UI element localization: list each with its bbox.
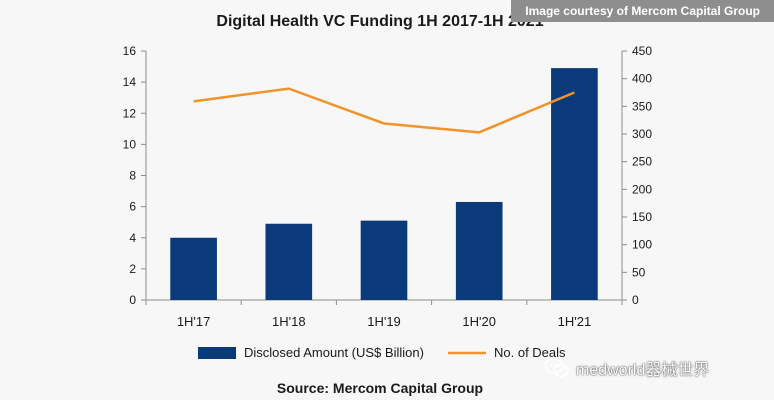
wechat-icon [544,358,569,378]
y-left-tick-label: 6 [129,200,136,214]
legend: Disclosed Amount (US$ Billion) No. of De… [198,345,566,360]
x-tick-label: 1H'20 [462,314,496,329]
legend-label-line: No. of Deals [494,345,566,360]
image-courtesy-banner: Image courtesy of Mercom Capital Group [511,0,774,22]
deals-line [193,87,575,134]
y-right-tick-label: 400 [632,72,652,86]
legend-swatch-bar [198,347,236,359]
y-left-tick-label: 2 [129,262,136,276]
y-left-tick-label: 16 [123,44,137,58]
y-right-tick-label: 100 [632,238,652,252]
bar [455,201,503,300]
y-right-tick-label: 300 [632,127,652,141]
source-note: Source: Mercom Capital Group [277,380,483,396]
y-left-tick-label: 4 [129,231,136,245]
bar [360,220,408,300]
watermark: medworld器械世界 [544,354,709,382]
x-tick-label: 1H'18 [272,314,306,329]
x-tick-label: 1H'21 [558,314,592,329]
y-right-tick-label: 50 [632,265,646,279]
y-right-tick-label: 150 [632,210,652,224]
y-left-tick-label: 14 [123,75,137,89]
y-right-tick-label: 450 [632,44,652,58]
y-right-tick-label: 0 [632,293,639,307]
y-left-tick-label: 8 [129,169,136,183]
bar [551,68,598,301]
x-tick-label: 1H'19 [367,314,401,329]
y-right-tick-label: 350 [632,99,652,113]
bar [265,223,313,300]
y-right-tick-label: 200 [632,182,652,196]
x-tick-label: 1H'17 [177,314,211,329]
bar [170,237,217,300]
y-right-tick-label: 250 [632,155,652,169]
legend-label-bar: Disclosed Amount (US$ Billion) [244,345,424,360]
y-left-tick-label: 10 [123,137,137,151]
watermark-text: medworld器械世界 [576,362,710,379]
y-left-tick-label: 0 [129,293,136,307]
chart-title: Digital Health VC Funding 1H 2017-1H 202… [216,13,543,30]
y-left-tick-label: 12 [123,106,137,120]
